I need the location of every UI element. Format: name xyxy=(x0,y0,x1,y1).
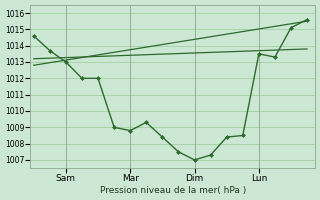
X-axis label: Pression niveau de la mer( hPa ): Pression niveau de la mer( hPa ) xyxy=(100,186,246,195)
